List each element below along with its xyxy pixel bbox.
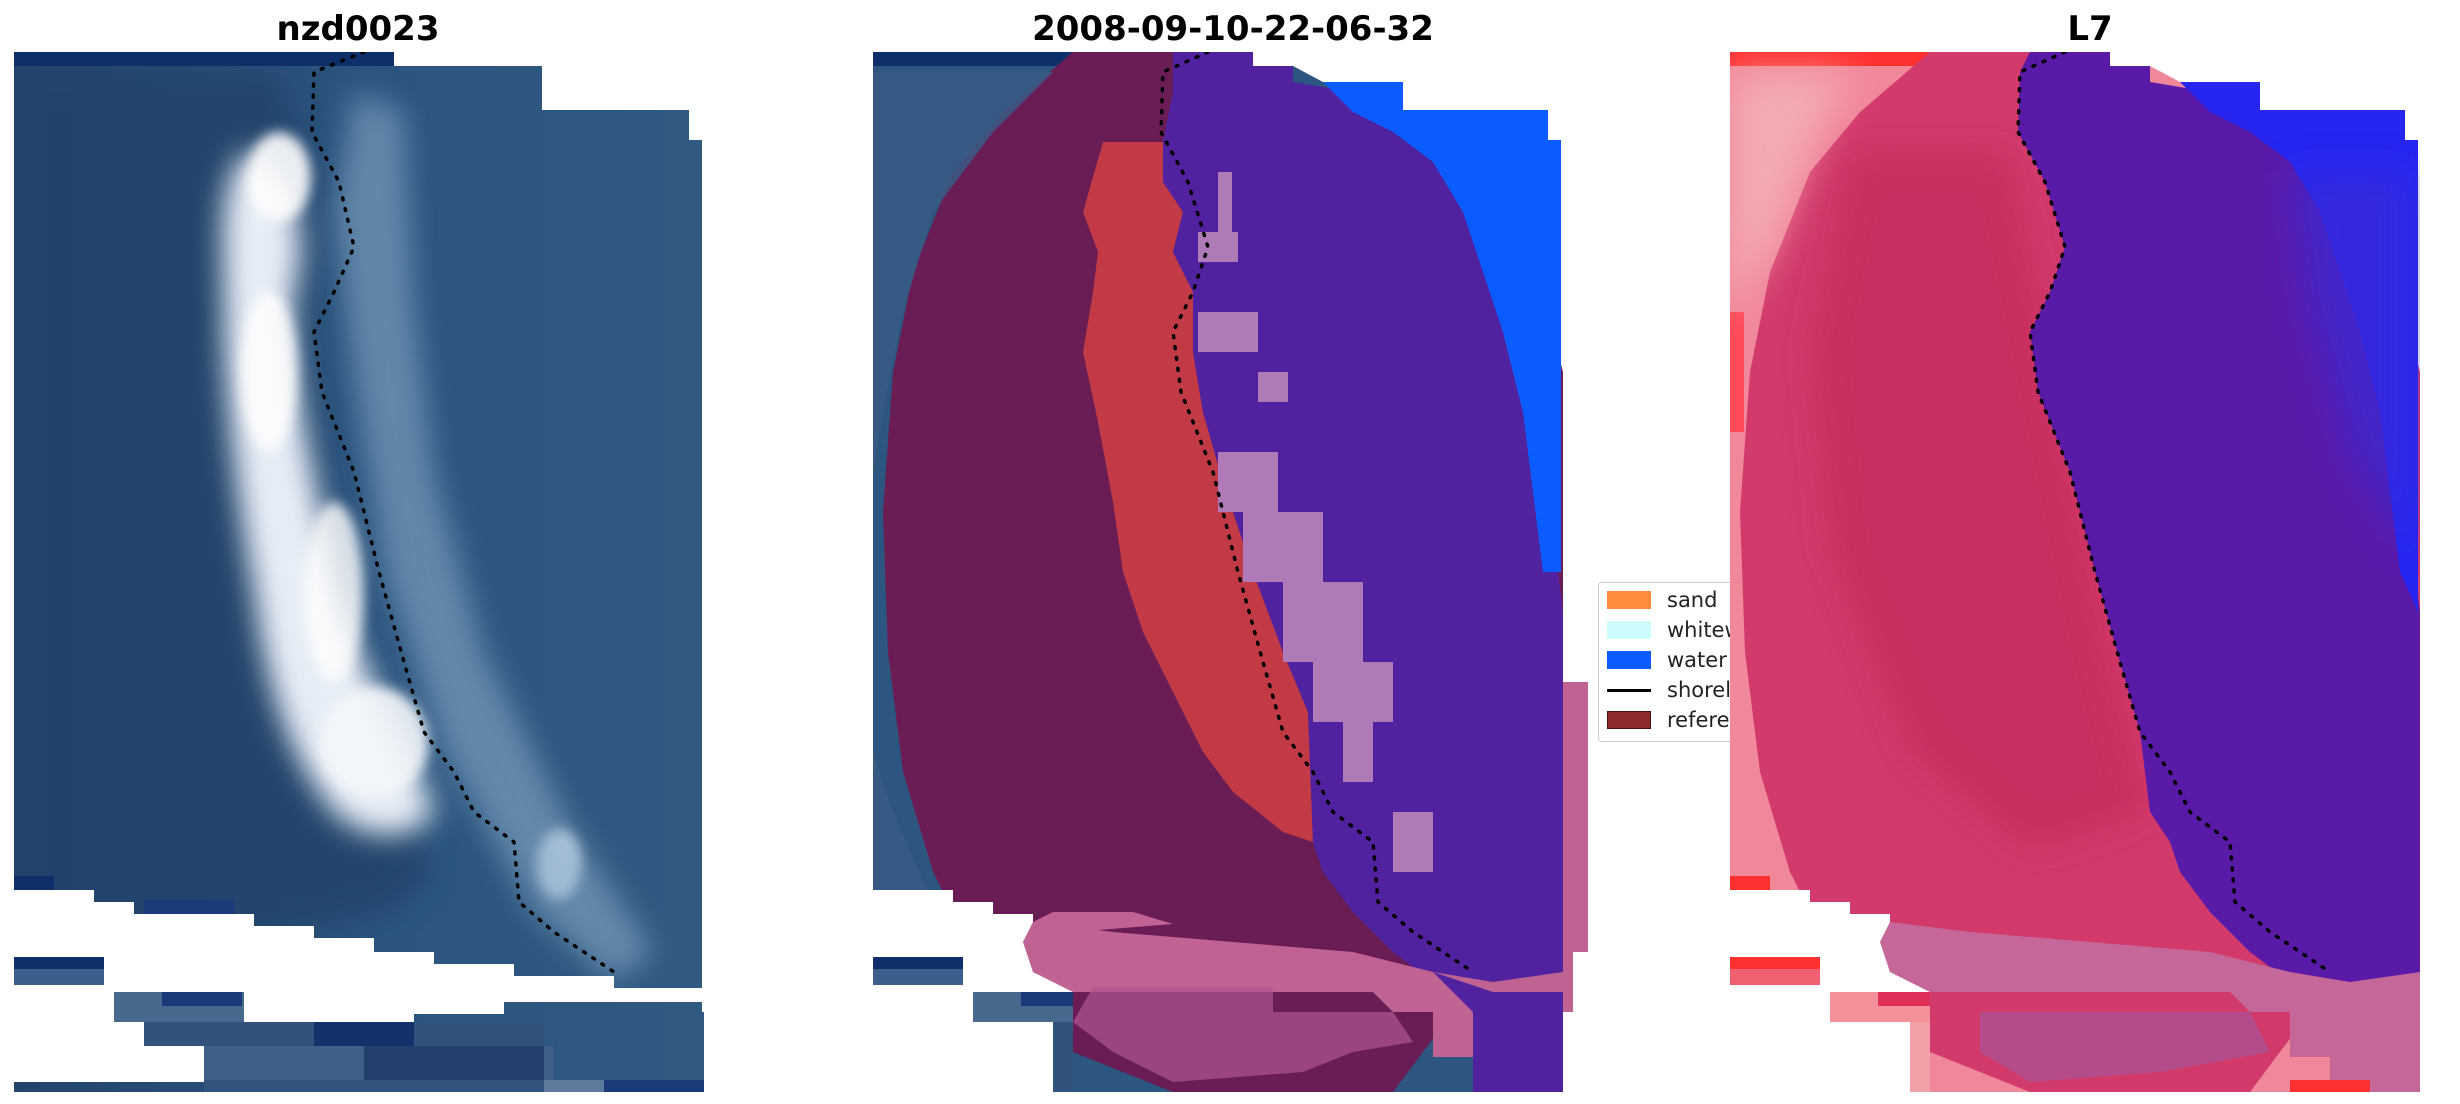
bright-water-region [1323,82,1561,572]
shoreline [310,52,616,974]
classified-image [873,52,1593,1092]
legend-item-reference: reference [1607,707,1747,733]
legend-swatch-water [1607,651,1651,669]
shoreline [2016,52,2332,974]
water-class-region [1163,52,1563,1092]
surf-zone [334,92,654,982]
panel-title-classified: 2008-09-10-22-06-32 [1032,9,1434,49]
index-image [1730,52,2450,1092]
edge-red [1730,52,1930,66]
rgb-satellite-image [14,52,734,1092]
classification-panel [873,52,1593,1092]
legend-item-shoreline: shoreline [1607,677,1747,703]
legend-item-water: water [1607,647,1727,673]
panel-title-index: L7 [2067,9,2113,49]
index-panel [1730,52,2450,1092]
sand-class-region [1083,142,1313,842]
dark-band-top [14,52,394,66]
legend-item-sand: sand [1607,587,1717,613]
index-buffer-region [1880,922,2420,1092]
legend-line-shoreline [1607,688,1651,692]
rgb-image-panel [14,52,734,1092]
panel-title-rgb: nzd0023 [276,9,440,49]
legend-label-water: water [1667,648,1727,672]
legend-label-sand: sand [1667,588,1718,612]
legend-swatch-sand [1607,591,1651,609]
legend-swatch-whitewater [1607,621,1651,639]
shoreline [1159,52,1475,974]
legend-swatch-reference [1607,711,1651,729]
whitewater-patches [1198,172,1433,872]
